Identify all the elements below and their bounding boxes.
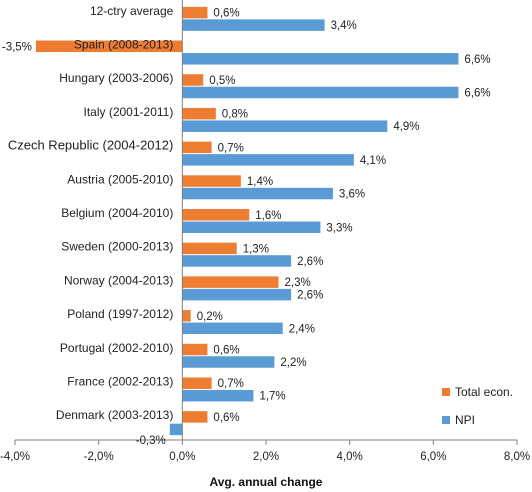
bar-npi-poland-1997-2012 — [182, 322, 283, 335]
value-label-total-econ-12-ctry-average: 0,6% — [213, 8, 239, 20]
value-label-total-econ-sweden-2000-2013: 1,3% — [243, 243, 269, 255]
x-tick-label: -2,0% — [84, 451, 114, 463]
value-label-npi-austria-2005-2010: 3,6% — [339, 189, 365, 201]
bar-total-econ-sweden-2000-2013 — [182, 242, 237, 255]
value-label-npi-czech-republic-2004-2012: 4,1% — [360, 155, 386, 167]
legend-swatch-npi — [442, 416, 450, 424]
value-label-total-econ-czech-republic-2004-2012: 0,7% — [218, 142, 244, 154]
category-label-france-2002-2013: France (2002-2013) — [67, 374, 173, 388]
category-label-portugal-2002-2010: Portugal (2002-2010) — [60, 341, 173, 355]
bar-npi-hungary-2003-2006 — [182, 86, 459, 99]
category-label-poland-1997-2012: Poland (1997-2012) — [67, 307, 173, 321]
x-tick-label: 4,0% — [337, 451, 363, 463]
bar-total-econ-norway-2004-2013 — [182, 276, 279, 288]
value-label-npi-sweden-2000-2013: 2,6% — [297, 256, 323, 268]
legend-label-total-econ: Total econ. — [455, 385, 513, 399]
x-axis-title: Avg. annual change — [210, 475, 323, 489]
legend: Total econ. NPI — [442, 385, 513, 427]
value-label-total-econ-poland-1997-2012: 0,2% — [197, 311, 223, 323]
bar-npi-spain-2008-2013 — [182, 53, 459, 65]
category-label-hungary-2003-2006: Hungary (2003-2006) — [59, 71, 173, 85]
value-label-npi-france-2002-2013: 1,7% — [259, 391, 285, 403]
value-label-total-econ-italy-2001-2011: 0,8% — [222, 109, 248, 121]
category-label-sweden-2000-2013: Sweden (2000-2013) — [61, 240, 173, 254]
value-label-total-econ-denmark-2003-2013: 0,6% — [213, 412, 239, 424]
value-label-npi-italy-2001-2011: 4,9% — [393, 121, 419, 133]
bar-npi-france-2002-2013 — [182, 389, 254, 402]
bar-npi-czech-republic-2004-2012 — [182, 154, 354, 166]
value-label-total-econ-austria-2005-2010: 1,4% — [247, 176, 273, 188]
bar-total-econ-austria-2005-2010 — [182, 175, 241, 187]
category-label-belgium-2004-2010: Belgium (2004-2010) — [61, 206, 173, 220]
value-label-total-econ-portugal-2002-2010: 0,6% — [213, 345, 239, 357]
bar-npi-italy-2001-2011 — [182, 120, 388, 132]
bars-layer — [35, 6, 459, 436]
bar-total-econ-12-ctry-average — [182, 6, 208, 19]
category-label-denmark-2003-2013: Denmark (2003-2013) — [56, 408, 173, 422]
value-label-npi-portugal-2002-2010: 2,2% — [280, 357, 306, 369]
bar-npi-portugal-2002-2010 — [182, 356, 275, 368]
bar-npi-sweden-2000-2013 — [182, 255, 292, 267]
legend-label-npi: NPI — [455, 413, 475, 427]
value-label-total-econ-france-2002-2013: 0,7% — [218, 378, 244, 390]
bar-total-econ-belgium-2004-2010 — [182, 209, 250, 221]
bar-total-econ-spain-2008-2013 — [35, 40, 183, 53]
bar-total-econ-italy-2001-2011 — [182, 107, 216, 120]
x-tick-label: 6,0% — [420, 451, 446, 463]
bar-total-econ-denmark-2003-2013 — [182, 411, 208, 423]
bar-npi-denmark-2003-2013 — [169, 423, 183, 436]
x-tick-label: 0,0% — [169, 451, 195, 463]
value-label-npi-denmark-2003-2013: -0,3% — [136, 435, 166, 447]
value-label-npi-belgium-2004-2010: 3,3% — [326, 222, 352, 234]
legend-swatch-total-econ — [442, 388, 450, 396]
bar-npi-austria-2005-2010 — [182, 187, 333, 200]
value-label-npi-12-ctry-average: 3,4% — [331, 20, 357, 32]
category-label-austria-2005-2010: Austria (2005-2010) — [67, 172, 173, 186]
value-label-npi-hungary-2003-2006: 6,6% — [464, 87, 490, 99]
category-label-12-ctry-average: 12-ctry average — [90, 4, 174, 18]
bar-total-econ-hungary-2003-2006 — [182, 74, 204, 86]
bar-total-econ-poland-1997-2012 — [182, 310, 191, 322]
x-tick-label: 2,0% — [253, 451, 279, 463]
category-label-norway-2004-2013: Norway (2004-2013) — [64, 273, 173, 287]
category-label-italy-2001-2011: Italy (2001-2011) — [83, 105, 173, 119]
category-label-spain-2008-2013: Spain (2008-2013) — [74, 38, 173, 52]
bar-npi-norway-2004-2013 — [182, 288, 292, 301]
value-label-total-econ-hungary-2003-2006: 0,5% — [209, 75, 235, 87]
x-tick-label: -4,0% — [0, 451, 30, 463]
bar-npi-12-ctry-average — [182, 19, 325, 31]
value-label-npi-poland-1997-2012: 2,4% — [289, 323, 315, 335]
bar-total-econ-czech-republic-2004-2012 — [182, 141, 212, 154]
labels-layer: 12-ctry average 0,6% 3,4% Spain (2008-2013)… — [2, 4, 491, 447]
x-tick-label: 8,0% — [504, 451, 530, 463]
bar-total-econ-portugal-2002-2010 — [182, 343, 208, 356]
bar-total-econ-france-2002-2013 — [182, 377, 212, 389]
value-label-npi-spain-2008-2013: 6,6% — [464, 54, 490, 66]
value-label-npi-norway-2004-2013: 2,6% — [297, 290, 323, 302]
axes-layer: -4,0% -2,0% 0,0% 2,0% 4,0% 6,0% 8,0% — [0, 0, 530, 463]
value-label-total-econ-belgium-2004-2010: 1,6% — [255, 210, 281, 222]
category-label-czech-republic-2004-2012: Czech Republic (2004-2012) — [8, 138, 173, 153]
value-label-total-econ-spain-2008-2013: -3,5% — [2, 41, 32, 53]
bar-npi-belgium-2004-2010 — [182, 221, 321, 233]
value-label-total-econ-norway-2004-2013: 2,3% — [285, 277, 311, 289]
